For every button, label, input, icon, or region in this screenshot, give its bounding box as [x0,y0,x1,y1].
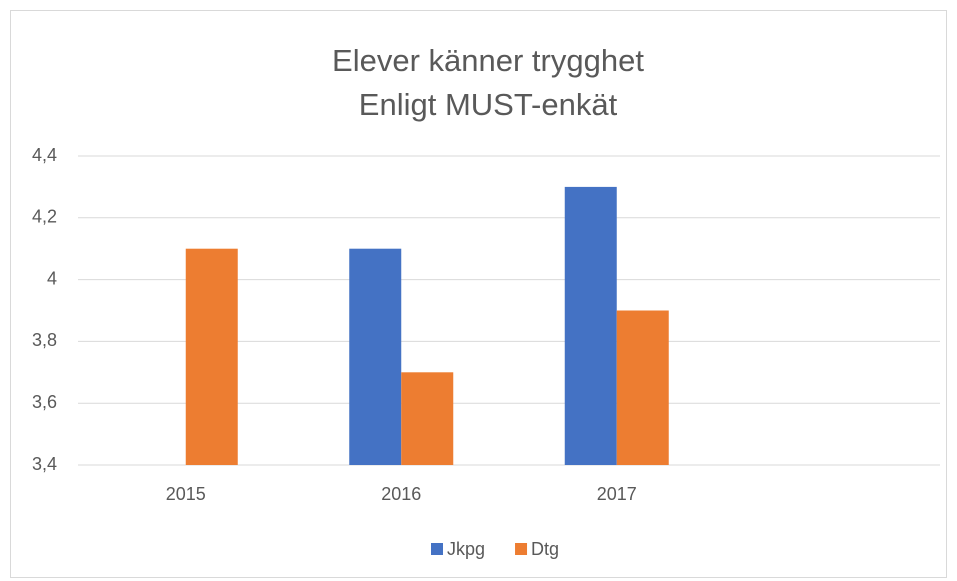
legend-swatch [431,543,443,555]
chart-subtitle: Enligt MUST-enkät [359,87,618,122]
x-tick-label: 2015 [166,484,206,504]
legend-swatch [515,543,528,555]
x-tick-label: 2017 [597,484,637,504]
y-tick-label: 3,8 [32,330,57,350]
chart-title: Elever känner trygghet [332,43,644,78]
y-tick-label: 4,2 [32,207,57,227]
bar [185,248,238,465]
legend-label: Dtg [531,539,559,559]
y-tick-label: 4,4 [32,145,57,165]
bar [616,310,669,465]
x-tick-label: 2016 [381,484,421,504]
bar [564,186,617,465]
bar [401,372,454,465]
legend-label: Jkpg [447,539,485,559]
y-tick-label: 3,4 [32,454,57,474]
chart-border [10,10,947,578]
bar [349,248,402,465]
y-tick-label: 4 [47,268,57,288]
y-tick-label: 3,6 [32,392,57,412]
